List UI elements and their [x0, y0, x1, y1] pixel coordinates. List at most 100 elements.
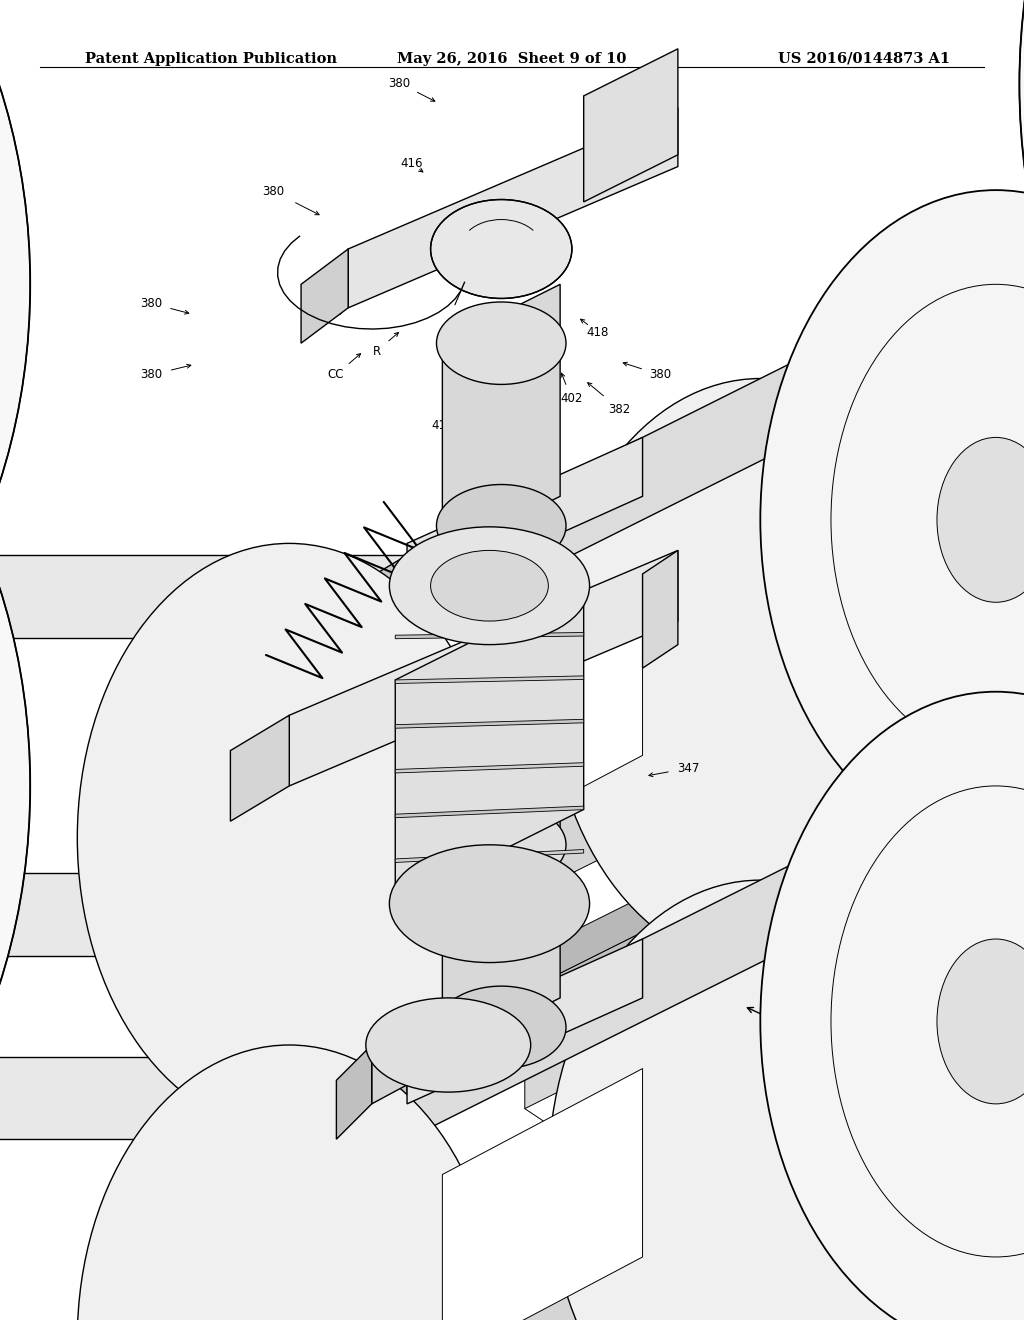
Polygon shape	[525, 544, 1024, 991]
Polygon shape	[0, 1057, 408, 1139]
Ellipse shape	[431, 550, 549, 620]
Ellipse shape	[77, 544, 502, 1133]
Text: Fig-13: Fig-13	[279, 1129, 346, 1147]
Ellipse shape	[784, 226, 1024, 814]
Text: 402: 402	[560, 392, 583, 405]
Ellipse shape	[0, 315, 30, 1257]
Ellipse shape	[389, 527, 590, 644]
Ellipse shape	[436, 804, 566, 886]
Ellipse shape	[549, 379, 973, 968]
Polygon shape	[395, 850, 584, 862]
Text: 380: 380	[262, 801, 285, 814]
Text: 432: 432	[463, 418, 485, 432]
Polygon shape	[301, 249, 348, 343]
Polygon shape	[525, 614, 1024, 1109]
Text: 380: 380	[140, 297, 163, 310]
Text: 414: 414	[482, 252, 505, 265]
Text: 422: 422	[482, 273, 505, 286]
Polygon shape	[525, 1045, 1024, 1320]
Ellipse shape	[436, 986, 566, 1069]
Text: 380: 380	[388, 696, 411, 709]
Ellipse shape	[77, 1045, 502, 1320]
Text: 430: 430	[352, 252, 375, 265]
Text: CC: CC	[328, 368, 344, 381]
Polygon shape	[525, 1080, 1024, 1320]
Polygon shape	[372, 962, 525, 1104]
Text: 382: 382	[608, 1012, 631, 1026]
Text: 502: 502	[427, 1020, 450, 1034]
Ellipse shape	[761, 190, 1024, 850]
Polygon shape	[879, 403, 1024, 719]
Ellipse shape	[831, 785, 1024, 1257]
Ellipse shape	[831, 284, 1024, 755]
Polygon shape	[408, 821, 879, 1139]
Polygon shape	[442, 785, 560, 1057]
Text: 380: 380	[388, 77, 411, 90]
Polygon shape	[395, 676, 584, 684]
Polygon shape	[879, 638, 1024, 956]
Text: 416: 416	[400, 157, 423, 170]
Polygon shape	[348, 108, 678, 308]
Text: 582: 582	[540, 1007, 562, 1020]
Text: CC: CC	[328, 968, 344, 981]
Text: 380: 380	[649, 957, 672, 970]
Text: 584: 584	[540, 891, 562, 904]
Text: 382: 382	[608, 403, 631, 416]
Polygon shape	[819, 1139, 879, 1257]
Text: Fig-12: Fig-12	[279, 557, 346, 577]
Text: B: B	[316, 317, 325, 330]
Polygon shape	[289, 550, 678, 785]
Polygon shape	[643, 550, 678, 668]
Polygon shape	[395, 632, 584, 639]
Text: 380: 380	[140, 894, 163, 907]
Polygon shape	[819, 638, 879, 755]
Text: 380: 380	[140, 368, 163, 381]
Text: May 26, 2016  Sheet 9 of 10: May 26, 2016 Sheet 9 of 10	[397, 51, 627, 66]
Polygon shape	[408, 1139, 879, 1320]
Polygon shape	[395, 586, 584, 904]
Polygon shape	[0, 556, 408, 638]
Ellipse shape	[0, 0, 30, 755]
Ellipse shape	[366, 998, 530, 1092]
Polygon shape	[525, 1115, 1024, 1320]
Polygon shape	[408, 939, 643, 1104]
Polygon shape	[230, 1139, 408, 1320]
Text: 412: 412	[431, 418, 454, 432]
Ellipse shape	[761, 692, 1024, 1320]
Text: R: R	[373, 345, 381, 358]
Text: 380: 380	[649, 368, 672, 381]
Ellipse shape	[431, 199, 571, 298]
Polygon shape	[408, 319, 879, 638]
Text: 420: 420	[460, 224, 482, 238]
Ellipse shape	[1019, 115, 1024, 1057]
Polygon shape	[336, 1045, 372, 1139]
Text: 310: 310	[600, 688, 623, 701]
Text: 580: 580	[359, 904, 382, 917]
Polygon shape	[879, 1139, 1024, 1320]
Polygon shape	[442, 284, 560, 556]
Ellipse shape	[784, 727, 1024, 1316]
Text: 418: 418	[587, 326, 609, 339]
Ellipse shape	[436, 484, 566, 568]
Text: 347: 347	[677, 762, 699, 775]
Text: 586: 586	[289, 791, 311, 804]
Ellipse shape	[436, 302, 566, 384]
Polygon shape	[442, 1069, 643, 1320]
Polygon shape	[442, 568, 643, 862]
Polygon shape	[879, 904, 1024, 1221]
Polygon shape	[395, 763, 584, 774]
Polygon shape	[408, 437, 643, 602]
Text: Patent Application Publication: Patent Application Publication	[85, 51, 337, 66]
Text: 380: 380	[526, 686, 549, 700]
Polygon shape	[348, 1057, 408, 1175]
Polygon shape	[0, 873, 408, 956]
Polygon shape	[395, 807, 584, 817]
Ellipse shape	[389, 845, 590, 962]
Text: 410: 410	[517, 426, 540, 440]
Ellipse shape	[937, 939, 1024, 1104]
Text: 350: 350	[794, 1028, 816, 1041]
Polygon shape	[348, 556, 408, 673]
Polygon shape	[408, 638, 879, 956]
Ellipse shape	[549, 880, 973, 1320]
Polygon shape	[395, 719, 584, 729]
